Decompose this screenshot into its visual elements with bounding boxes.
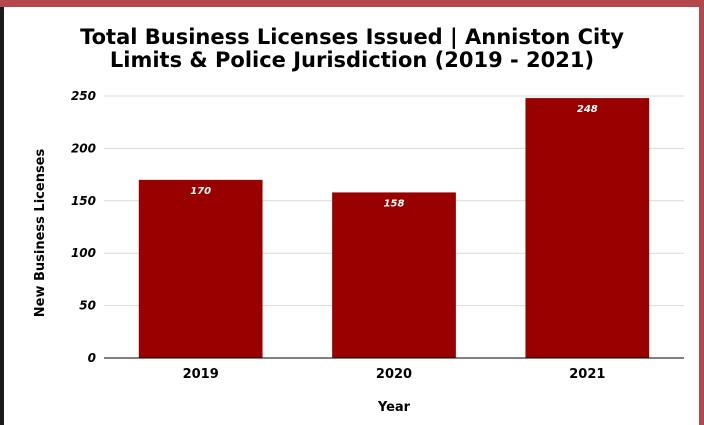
- bar-2019: [138, 179, 263, 358]
- bars: [138, 98, 650, 358]
- chart-title: Total Business Licenses Issued | Annisto…: [0, 26, 704, 72]
- data-label-2021: 248: [577, 104, 598, 115]
- chart-title-line-2: Limits & Police Jurisdiction (2019 - 202…: [109, 48, 595, 72]
- y-tick-label: 50: [79, 299, 96, 313]
- y-tick-labels: 0 50 100 150 200 250: [71, 89, 96, 365]
- x-tick-labels: 2019 2020 2021: [183, 367, 606, 382]
- x-tick-label-2021: 2021: [569, 367, 605, 382]
- y-tick-label: 0: [88, 351, 96, 365]
- y-axis-label: New Business Licenses: [33, 149, 48, 318]
- y-tick-label: 200: [71, 141, 96, 155]
- bar-2021: [525, 98, 650, 358]
- data-labels: 170 158 248: [190, 104, 598, 209]
- bar-2020: [332, 192, 456, 358]
- data-label-2019: 170: [190, 186, 211, 197]
- x-tick-label-2019: 2019: [183, 367, 219, 382]
- chart-title-line-1: Total Business Licenses Issued | Annisto…: [80, 25, 624, 49]
- y-tick-label: 250: [71, 89, 96, 103]
- y-tick-label: 150: [71, 194, 96, 208]
- x-tick-label-2020: 2020: [376, 367, 412, 382]
- y-tick-label: 100: [71, 246, 96, 260]
- x-axis-label: Year: [377, 400, 411, 415]
- data-label-2020: 158: [384, 198, 405, 209]
